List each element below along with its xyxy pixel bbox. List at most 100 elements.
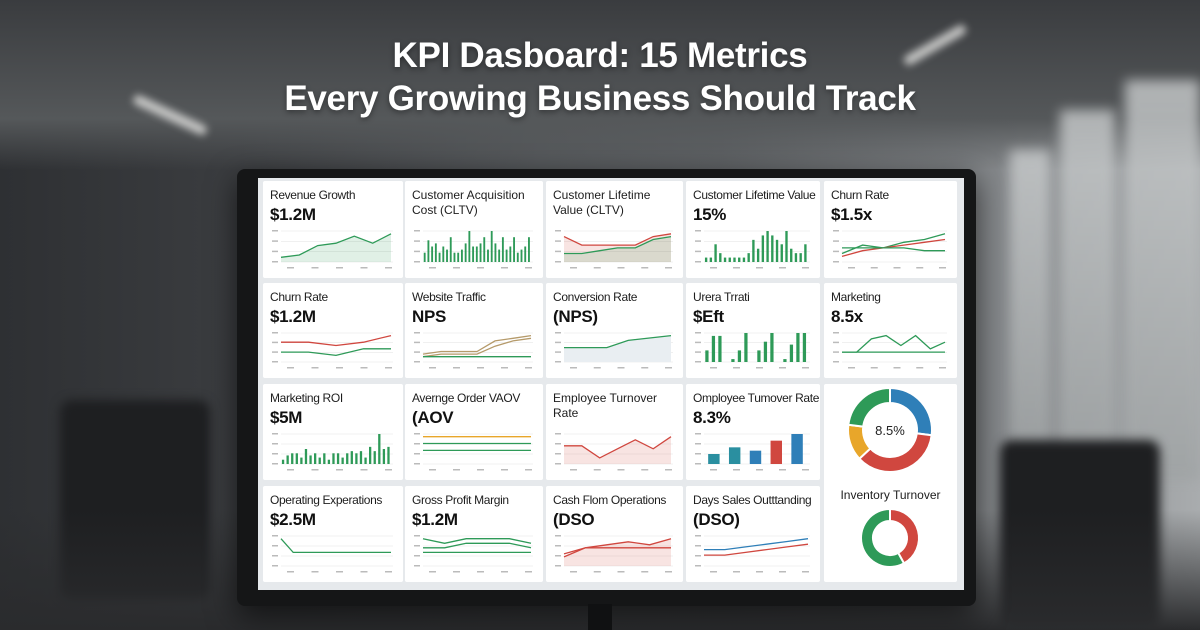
series-line <box>423 542 532 549</box>
x-tick-mark <box>617 469 625 471</box>
series-line <box>842 247 945 252</box>
bar <box>431 246 434 262</box>
x-tick-mark <box>360 571 368 573</box>
kpi-value: $1.2M <box>412 510 458 529</box>
x-tick-mark <box>360 469 368 471</box>
x-tick-mark <box>287 267 294 269</box>
bar <box>295 453 298 464</box>
kpi-card[interactable]: Operating Experations $2.5M <box>263 486 403 582</box>
kpi-title: Employee Turnover Rate <box>553 391 658 420</box>
kpi-value: (DSO) <box>693 510 740 529</box>
kpi-card[interactable]: Marketing 8.5x <box>824 283 957 378</box>
kpi-card[interactable]: Employee Turnover Rate <box>546 384 683 480</box>
kpi-card[interactable]: Customer Lifetime Value (CLTV) <box>546 181 683 278</box>
y-tick-mark <box>833 261 839 263</box>
series-line <box>841 238 946 258</box>
kpi-card[interactable]: Customer Lifetime Value 15% <box>686 181 820 278</box>
bar <box>355 453 358 464</box>
x-tick-mark <box>336 571 343 573</box>
y-tick-mark <box>695 443 701 445</box>
kpi-title: Days Sales Outttanding <box>693 493 812 507</box>
kpi-value: $1.2M <box>270 205 316 224</box>
x-tick-mark <box>756 267 763 269</box>
bar <box>509 246 512 262</box>
series-line <box>704 543 809 556</box>
x-tick-mark <box>665 267 672 269</box>
kpi-card[interactable]: Urera Trrati $Eft <box>686 283 820 378</box>
x-tick-mark <box>385 367 392 369</box>
bar <box>783 359 787 362</box>
y-tick-mark <box>695 332 701 334</box>
kpi-title: Revenue Growth <box>270 188 356 202</box>
kpi-card[interactable]: Omployee Tumover Rate 8.3% <box>686 384 820 480</box>
bar <box>714 244 717 262</box>
x-tick-mark <box>429 267 436 269</box>
y-tick-mark <box>414 250 420 253</box>
x-tick-mark <box>525 367 532 369</box>
kpi-card[interactable]: Churn Rate $1.5x <box>824 181 957 278</box>
x-tick-mark <box>939 267 946 269</box>
x-tick-mark <box>360 267 368 269</box>
bar <box>336 453 340 464</box>
x-tick-mark <box>916 367 924 369</box>
bar <box>427 240 430 262</box>
y-tick-mark <box>555 433 561 435</box>
series-line <box>422 337 532 358</box>
kpi-chart <box>695 332 810 369</box>
headline-line-1: KPI Dasboard: 15 Metrics <box>392 36 808 75</box>
bar <box>789 344 794 362</box>
bar <box>423 252 426 262</box>
y-tick-mark <box>414 535 420 537</box>
bar <box>524 246 527 262</box>
bar <box>309 455 312 464</box>
kpi-title: Website Traffic <box>412 290 486 304</box>
x-tick-mark <box>893 267 901 269</box>
y-tick-mark <box>272 565 278 567</box>
kpi-title: Marketing ROI <box>270 391 343 405</box>
y-tick-mark <box>414 341 420 344</box>
kpi-card[interactable]: Marketing ROI $5M <box>263 384 403 480</box>
kpi-card[interactable]: Customer Acquisition Cost (CLTV) <box>405 181 543 278</box>
x-tick-mark <box>617 267 625 269</box>
y-tick-mark <box>414 351 420 353</box>
x-tick-mark <box>939 367 946 369</box>
y-tick-mark <box>555 361 561 363</box>
y-tick-mark <box>414 443 420 445</box>
kpi-value: 8.3% <box>693 408 731 427</box>
y-tick-mark <box>555 250 561 253</box>
x-tick-mark <box>477 571 484 573</box>
bar <box>770 333 774 362</box>
bar <box>487 249 489 262</box>
y-tick-mark <box>414 261 420 263</box>
kpi-card[interactable]: Cash Flom Operations (DSO <box>546 486 683 582</box>
bar <box>449 237 452 262</box>
x-tick-mark <box>336 267 343 269</box>
bar <box>775 239 779 262</box>
x-tick-mark <box>385 469 392 471</box>
kpi-card[interactable]: Gross Profit Margin $1.2M <box>405 486 543 582</box>
x-tick-mark <box>802 469 809 471</box>
kpi-card[interactable]: Conversion Rate (NPS) <box>546 283 683 378</box>
kpi-card[interactable]: Days Sales Outttanding (DSO) <box>686 486 820 582</box>
series-line <box>841 233 946 255</box>
kpi-title: Avernge Order VAOV <box>412 391 520 405</box>
x-tick-mark <box>756 571 763 573</box>
kpi-card[interactable]: Website Traffic NPS <box>405 283 543 378</box>
x-tick-mark <box>570 367 577 369</box>
kpi-title: Operating Experations <box>270 493 383 507</box>
bar <box>704 257 708 262</box>
bar <box>756 248 760 262</box>
x-tick-mark <box>733 367 740 369</box>
x-tick-mark <box>287 571 294 573</box>
x-tick-mark <box>477 267 484 269</box>
bar <box>364 457 367 464</box>
kpi-title: Churn Rate <box>831 188 889 202</box>
x-tick-mark <box>570 571 577 573</box>
kpi-card[interactable]: Churn Rate $1.2M <box>263 283 403 378</box>
kpi-card[interactable]: Avernge Order VAOV (AOV <box>405 384 543 480</box>
kpi-card[interactable]: Revenue Growth $1.2M <box>263 181 403 278</box>
x-tick-mark <box>311 367 319 369</box>
x-tick-mark <box>360 367 368 369</box>
bar <box>770 440 782 464</box>
kpi-title: Omployee Tumover Rate <box>693 391 820 405</box>
